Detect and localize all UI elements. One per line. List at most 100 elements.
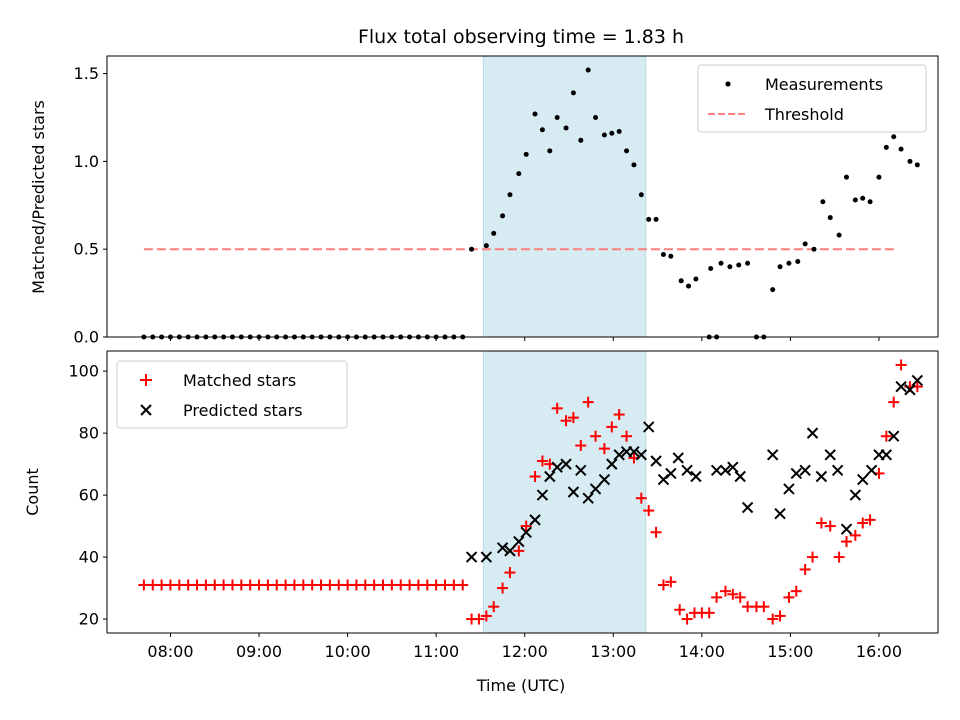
measurements-point (532, 111, 538, 117)
legend-predicted-marker (140, 404, 152, 416)
top-panel: Flux total observing time = 1.83 h 0.00.… (29, 26, 939, 347)
matched-stars-point (711, 591, 723, 603)
observing-span-shading (482, 55, 647, 338)
measurements-point (852, 197, 858, 203)
predicted-stars-point (815, 470, 828, 483)
legend-measurements-label: Measurements (765, 75, 883, 94)
predicted-stars-point (582, 492, 594, 504)
predicted-stars-point (529, 514, 541, 526)
predicted-stars-point (665, 467, 677, 480)
legend-predicted-label: Predicted stars (183, 401, 303, 420)
bottom-x-axis-label: Time (UTC) (476, 676, 565, 695)
measurements-point (624, 148, 630, 154)
matched-stars-point (681, 613, 693, 625)
y-tick-label: 0.0 (74, 328, 99, 347)
x-tick-label: 09:00 (236, 642, 282, 661)
matched-stars-point (598, 443, 610, 455)
matched-stars-point (824, 520, 836, 532)
matched-stars-point (643, 505, 655, 517)
predicted-stars-point (613, 449, 625, 461)
matched-stars-point (536, 455, 548, 467)
measurements-point (786, 260, 792, 266)
matched-stars-point (665, 576, 677, 588)
matched-stars-point (567, 412, 579, 424)
measurements-point (770, 287, 776, 293)
predicted-stars-point (849, 489, 862, 501)
y-tick-label: 60 (79, 486, 99, 505)
measurements-point (563, 125, 569, 131)
axes-frame (106, 55, 939, 338)
observing-span-shading (482, 350, 647, 634)
x-tick-label: 12:00 (502, 642, 548, 661)
matched-stars-point (674, 604, 686, 616)
measurements-point (601, 132, 607, 138)
predicted-stars-point (690, 470, 702, 483)
matched-stars-point (657, 579, 669, 591)
predicted-stars-point (628, 446, 640, 458)
measurements-point (876, 174, 882, 180)
measurements-point (693, 276, 699, 282)
measurements-point (547, 148, 553, 154)
x-tick-label: 13:00 (590, 642, 636, 661)
measurements-point (668, 253, 674, 259)
predicted-stars-point (734, 470, 746, 483)
measurements-point (802, 241, 808, 247)
legend-matched-label: Matched stars (183, 371, 296, 390)
predicted-stars-point (840, 523, 853, 535)
measurements-point (500, 213, 506, 219)
top-y-axis-label: Matched/Predicted stars (29, 100, 48, 294)
predicted-stars-point (589, 483, 602, 495)
predicted-stars-point (575, 464, 587, 477)
measurements-point (578, 137, 584, 143)
predicted-stars-point (824, 449, 836, 461)
predicted-stars-point (741, 501, 754, 514)
legend-measurements-marker (725, 81, 731, 87)
predicted-stars-point (790, 467, 803, 480)
y-tick-label: 0.5 (74, 240, 99, 259)
y-tick-label: 1.5 (74, 64, 99, 83)
measurements-point (631, 162, 637, 168)
matched-stars-point (727, 588, 739, 600)
measurements-point (811, 246, 817, 252)
y-tick-label: 100 (68, 362, 99, 381)
axes-frame (106, 350, 939, 634)
measurements-point (708, 266, 714, 272)
predicted-stars-point (911, 374, 924, 387)
x-tick-label: 14:00 (679, 642, 725, 661)
matched-stars-point (880, 430, 892, 442)
predicted-stars-point (681, 464, 693, 477)
measurements-point (907, 158, 913, 164)
matched-stars-point (799, 563, 811, 575)
matched-stars-point (606, 421, 618, 433)
measurements-point (516, 171, 522, 177)
matched-stars-point (551, 402, 563, 414)
measurements-point (820, 199, 826, 205)
measurements-point (727, 264, 733, 270)
matched-stars-point (895, 359, 907, 371)
top-legend: Measurements Threshold (697, 64, 927, 133)
matched-stars-point (767, 613, 779, 625)
measurements-point (539, 127, 545, 133)
measurements-point (860, 195, 866, 201)
measurements-point (678, 278, 684, 284)
measurements-point (507, 192, 513, 198)
predicted-stars-point (895, 380, 907, 393)
bottom-legend: Matched stars Predicted stars (116, 360, 348, 429)
measurements-point (891, 134, 897, 140)
predicted-stars-point (783, 483, 795, 495)
measurements-point (914, 162, 920, 168)
bottom-panel: 20 40 60 80 100 08:00 09:00 10:00 11:00 12:00 13:0… (23, 350, 939, 695)
measurements-point (898, 146, 904, 152)
matched-stars-point (635, 492, 647, 504)
matched-stars-point (513, 545, 525, 557)
predicted-stars-point (799, 464, 811, 477)
matched-stars-point (650, 526, 662, 538)
matched-stars-point (807, 551, 819, 563)
measurements-point (745, 260, 751, 266)
top-legend-box (697, 64, 927, 133)
matched-stars-point (790, 585, 802, 597)
top-plot-area: 0.0 0.5 1.0 1.5 (74, 55, 939, 347)
matched-stars-point (497, 582, 509, 594)
measurements-point (836, 232, 842, 238)
